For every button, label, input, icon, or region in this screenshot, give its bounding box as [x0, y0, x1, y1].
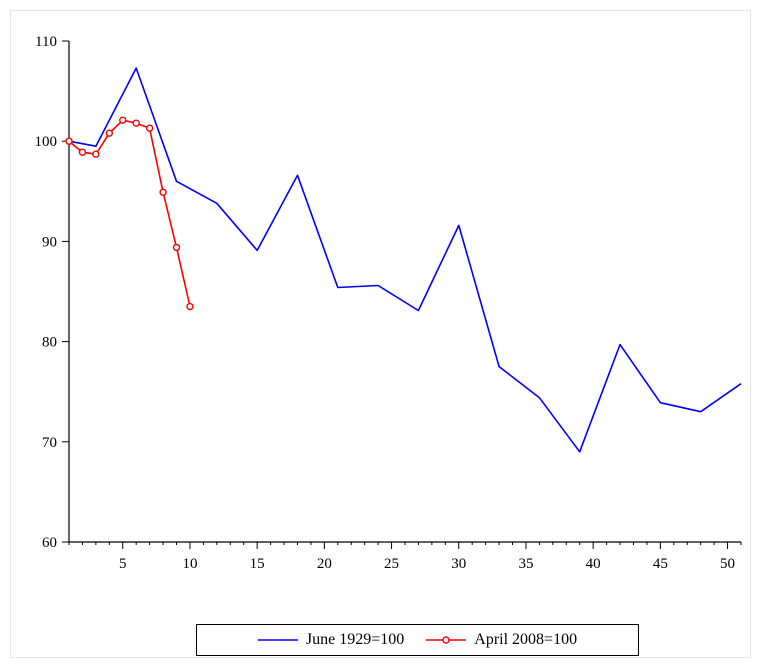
x-tick-label-30: 30	[451, 556, 466, 572]
series-2-point-4	[105, 129, 114, 137]
x-tick-label-40: 40	[586, 556, 601, 572]
y-tick-label-80: 80	[42, 335, 57, 351]
legend-label-series-1: June 1929=100	[305, 631, 405, 648]
x-tick-label-20: 20	[317, 556, 332, 572]
series-line-2	[68, 119, 191, 307]
series-line-1	[68, 67, 742, 453]
y-tick-label-110: 110	[35, 34, 57, 50]
series-2-point-2	[78, 148, 87, 156]
series-2-point-7	[145, 124, 154, 132]
legend-swatch-series-1	[257, 639, 298, 641]
x-tick-label-25: 25	[384, 556, 399, 572]
legend-entry-series-1: June 1929=100	[257, 631, 405, 649]
x-tick-label-35: 35	[518, 556, 533, 572]
legend: June 1929=100 April 2008=100	[196, 624, 639, 656]
y-tick-label-60: 60	[42, 535, 57, 551]
x-tick-label-50: 50	[720, 556, 735, 572]
legend-entry-series-2: April 2008=100	[426, 631, 577, 649]
x-tick-label-45: 45	[653, 556, 668, 572]
legend-swatch-series-2	[426, 636, 467, 644]
y-tick-label-70: 70	[42, 435, 57, 451]
series-2-point-10	[186, 302, 194, 311]
series-2-point-8	[159, 188, 167, 197]
series-2-point-3	[92, 150, 100, 158]
series-2-point-1	[65, 137, 73, 145]
line-chart: 60 70 80 90 100 110 5 10 15 20 25 30 35 40 45 50	[35, 34, 742, 572]
series-2-point-9	[172, 243, 181, 252]
y-tick-label-90: 90	[42, 234, 57, 250]
legend-label-series-2: April 2008=100	[474, 631, 578, 648]
x-tick-label-15: 15	[250, 556, 265, 572]
series-2-point-6	[132, 119, 140, 127]
x-tick-label-5: 5	[119, 556, 127, 572]
y-tick-label-100: 100	[35, 134, 58, 150]
x-tick-label-10: 10	[182, 556, 197, 572]
series-2-point-5	[119, 116, 127, 124]
chart-frame: 60 70 80 90 100 110 5 10 15 20 25 30 35 40 45 50 June 1…	[10, 10, 751, 658]
